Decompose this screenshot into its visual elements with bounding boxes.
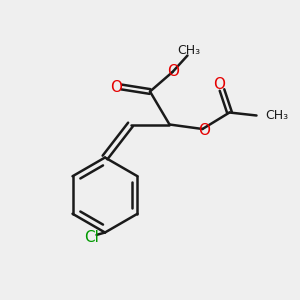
Text: O: O (198, 123, 210, 138)
Text: CH₃: CH₃ (266, 109, 289, 122)
Text: O: O (213, 77, 225, 92)
Text: CH₃: CH₃ (177, 44, 201, 58)
Text: O: O (110, 80, 122, 94)
Text: O: O (167, 64, 179, 79)
Text: Cl: Cl (84, 230, 99, 244)
